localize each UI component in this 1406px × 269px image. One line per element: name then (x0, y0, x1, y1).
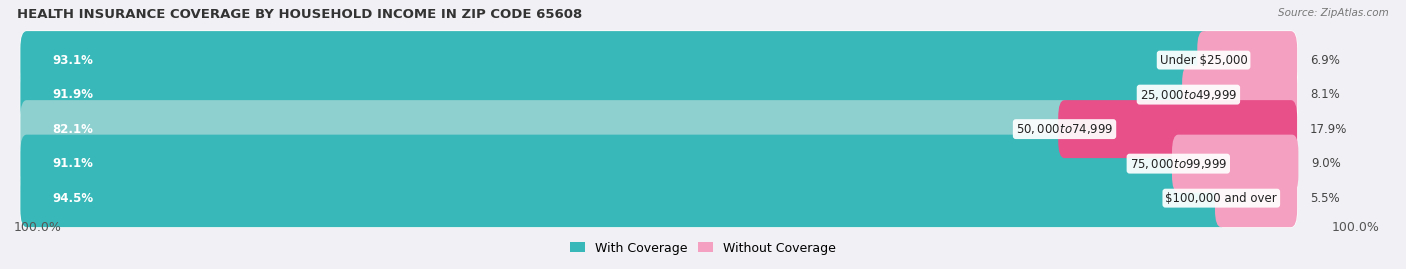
FancyBboxPatch shape (20, 31, 1298, 89)
Text: 82.1%: 82.1% (52, 123, 93, 136)
FancyBboxPatch shape (20, 169, 1298, 227)
FancyBboxPatch shape (20, 100, 1298, 158)
FancyBboxPatch shape (20, 100, 1071, 158)
Text: 6.9%: 6.9% (1310, 54, 1340, 67)
FancyBboxPatch shape (1182, 66, 1298, 123)
Text: 94.5%: 94.5% (52, 192, 93, 205)
Text: Under $25,000: Under $25,000 (1160, 54, 1247, 67)
Text: 9.0%: 9.0% (1310, 157, 1341, 170)
Text: 5.5%: 5.5% (1310, 192, 1340, 205)
Text: 17.9%: 17.9% (1310, 123, 1347, 136)
Text: $75,000 to $99,999: $75,000 to $99,999 (1129, 157, 1227, 171)
Text: 100.0%: 100.0% (14, 221, 62, 233)
Text: HEALTH INSURANCE COVERAGE BY HOUSEHOLD INCOME IN ZIP CODE 65608: HEALTH INSURANCE COVERAGE BY HOUSEHOLD I… (17, 8, 582, 21)
Legend: With Coverage, Without Coverage: With Coverage, Without Coverage (571, 242, 835, 254)
FancyBboxPatch shape (1198, 31, 1298, 89)
FancyBboxPatch shape (20, 66, 1298, 123)
Text: 91.1%: 91.1% (52, 157, 93, 170)
Text: 8.1%: 8.1% (1310, 88, 1340, 101)
Text: $25,000 to $49,999: $25,000 to $49,999 (1140, 88, 1237, 102)
FancyBboxPatch shape (1173, 135, 1298, 193)
Text: 93.1%: 93.1% (52, 54, 93, 67)
FancyBboxPatch shape (20, 66, 1195, 123)
Text: 100.0%: 100.0% (1331, 221, 1379, 233)
FancyBboxPatch shape (1059, 100, 1298, 158)
FancyBboxPatch shape (1215, 169, 1298, 227)
FancyBboxPatch shape (20, 135, 1185, 193)
Text: 91.9%: 91.9% (52, 88, 93, 101)
FancyBboxPatch shape (20, 31, 1211, 89)
Text: $50,000 to $74,999: $50,000 to $74,999 (1015, 122, 1114, 136)
Text: Source: ZipAtlas.com: Source: ZipAtlas.com (1278, 8, 1389, 18)
Text: $100,000 and over: $100,000 and over (1166, 192, 1277, 205)
FancyBboxPatch shape (20, 169, 1227, 227)
FancyBboxPatch shape (20, 135, 1298, 193)
